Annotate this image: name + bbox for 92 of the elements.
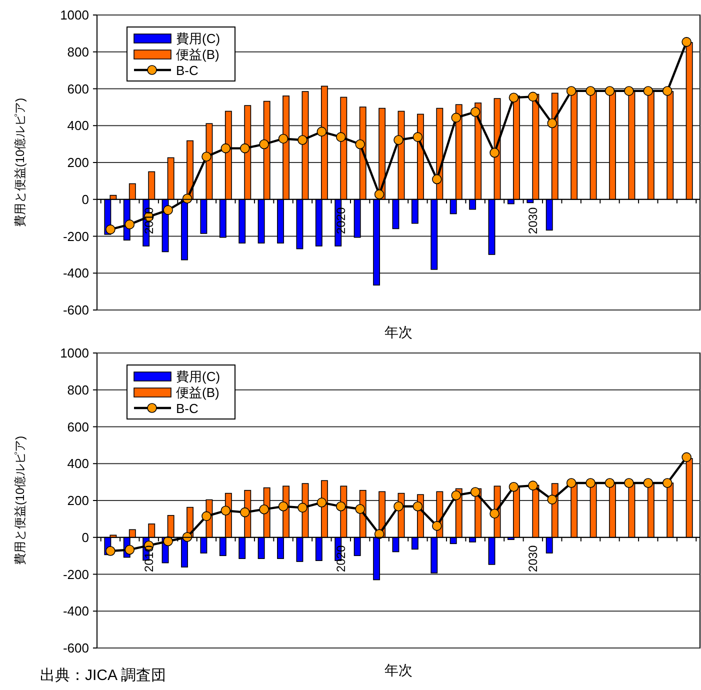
- point: [682, 452, 692, 462]
- point: [470, 107, 480, 117]
- x-tick-label: 2010: [142, 207, 156, 234]
- point: [163, 205, 173, 215]
- point: [528, 92, 538, 102]
- y-tick-label: -600: [62, 640, 89, 656]
- point: [490, 148, 500, 158]
- point: [355, 504, 365, 514]
- point: [624, 478, 634, 488]
- point: [662, 478, 672, 488]
- point: [566, 86, 576, 96]
- point: [451, 490, 462, 500]
- y-tick-label: 400: [67, 456, 89, 472]
- y-tick-label: 800: [67, 382, 89, 398]
- y-tick-label: -200: [62, 566, 89, 582]
- y-axis-title: 費用と便益(10億ルピア): [13, 98, 27, 228]
- y-tick-label: -400: [62, 604, 89, 619]
- x-axis-title: 年次: [384, 662, 412, 678]
- source-note: 出典：JICA 調査団: [40, 667, 166, 684]
- point: [163, 536, 173, 546]
- y-tick-label: 1000: [60, 346, 89, 360]
- point: [278, 502, 288, 512]
- y-tick-label: 1000: [60, 8, 89, 22]
- point: [355, 139, 365, 150]
- point: [624, 86, 634, 96]
- legend-label: 便益(B): [176, 47, 220, 62]
- point: [202, 152, 212, 162]
- point: [412, 132, 423, 142]
- point: [298, 502, 308, 513]
- y-tick-label: 800: [67, 44, 89, 60]
- point: [662, 86, 672, 96]
- legend-label: 便益(B): [176, 385, 220, 400]
- point: [124, 220, 135, 230]
- legend-label: 費用(C): [176, 369, 220, 384]
- y-tick-label: -600: [62, 302, 89, 318]
- point: [604, 86, 615, 96]
- x-tick-label: 2030: [526, 207, 540, 234]
- point: [259, 139, 269, 150]
- y-axis-title: 費用と便益(10億ルピア): [13, 436, 27, 566]
- point: [394, 502, 404, 512]
- point: [643, 478, 654, 488]
- y-tick-label: 400: [67, 118, 89, 134]
- point: [336, 502, 346, 512]
- point: [547, 118, 558, 128]
- y-tick-label: 200: [67, 155, 89, 170]
- point: [528, 480, 538, 490]
- point: [316, 498, 327, 508]
- legend-label: B-C: [176, 63, 198, 78]
- point: [106, 224, 116, 234]
- point: [124, 544, 135, 555]
- y-tick-label: 0: [82, 192, 89, 207]
- point: [316, 126, 327, 137]
- point: [240, 143, 250, 154]
- point: [643, 86, 654, 96]
- point: [259, 504, 269, 514]
- point: [547, 494, 558, 504]
- point: [604, 478, 615, 488]
- point: [220, 506, 231, 516]
- point: [374, 529, 384, 539]
- point: [202, 511, 212, 522]
- point: [278, 134, 288, 144]
- y-tick-label: 0: [82, 530, 89, 545]
- y-tick-label: -200: [62, 228, 89, 244]
- point: [412, 502, 423, 512]
- point: [490, 508, 500, 518]
- point: [394, 135, 404, 145]
- point: [586, 86, 596, 96]
- point: [682, 37, 692, 47]
- point: [508, 482, 519, 492]
- point: [220, 143, 231, 154]
- x-axis-title: 年次: [384, 324, 412, 340]
- point: [374, 189, 384, 200]
- point: [432, 521, 442, 531]
- y-tick-label: -400: [62, 266, 89, 281]
- y-tick-label: 600: [67, 81, 89, 96]
- point: [240, 507, 250, 518]
- point: [432, 174, 442, 184]
- point: [508, 92, 519, 102]
- x-tick-label: 2030: [526, 545, 540, 572]
- y-tick-label: 200: [67, 493, 89, 508]
- point: [470, 487, 480, 497]
- legend-label: B-C: [176, 401, 198, 416]
- point: [566, 478, 576, 488]
- point: [106, 546, 116, 556]
- legend-label: 費用(C): [176, 31, 220, 46]
- x-tick-label: 2020: [334, 207, 348, 234]
- point: [298, 135, 308, 145]
- x-tick-label: 2020: [334, 545, 348, 572]
- point: [586, 478, 596, 488]
- point: [451, 112, 462, 123]
- point: [336, 132, 346, 142]
- y-tick-label: 600: [67, 419, 89, 434]
